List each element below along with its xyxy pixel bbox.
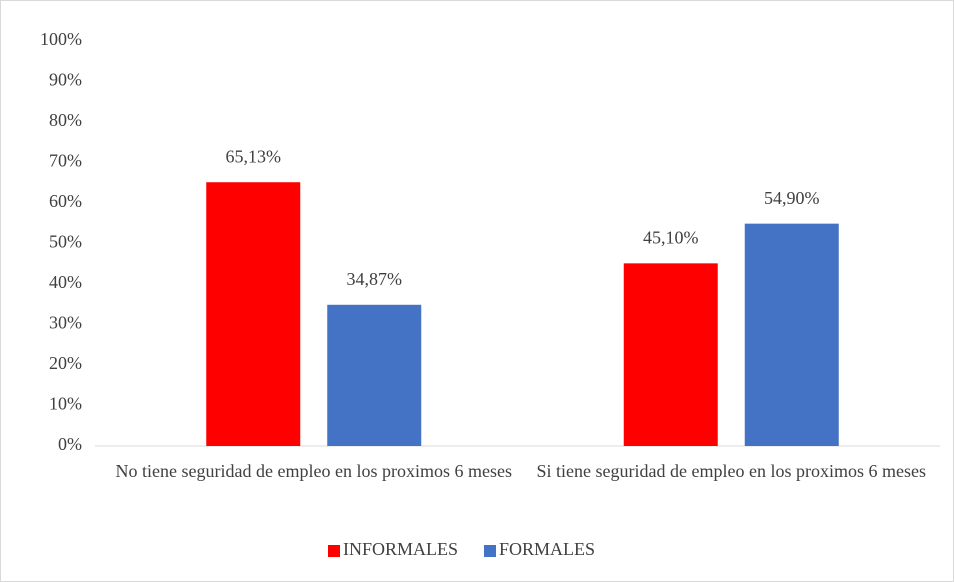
x-tick-label: Si tiene seguridad de empleo en los prox… bbox=[536, 461, 926, 481]
value-label: 45,10% bbox=[643, 227, 699, 247]
x-tick-label-box: Si tiene seguridad de empleo en los prox… bbox=[536, 461, 926, 481]
bar bbox=[623, 263, 718, 446]
y-tick-label: 100% bbox=[40, 29, 82, 49]
bar bbox=[206, 182, 301, 446]
y-tick-label: 60% bbox=[49, 191, 82, 211]
y-tick-label: 70% bbox=[49, 151, 82, 171]
legend-swatch bbox=[328, 545, 340, 557]
bar bbox=[744, 223, 839, 446]
x-tick-label: No tiene seguridad de empleo en los prox… bbox=[115, 461, 512, 481]
bar bbox=[327, 304, 422, 446]
y-tick-label: 20% bbox=[49, 353, 82, 373]
y-tick-label: 50% bbox=[49, 232, 82, 252]
y-tick-label: 80% bbox=[49, 110, 82, 130]
x-tick-label-box: No tiene seguridad de empleo en los prox… bbox=[115, 461, 512, 481]
y-tick-label: 30% bbox=[49, 313, 82, 333]
value-label: 54,90% bbox=[764, 188, 820, 208]
legend-label: INFORMALES bbox=[343, 539, 458, 559]
y-tick-label: 90% bbox=[49, 70, 82, 90]
y-tick-label: 10% bbox=[49, 394, 82, 414]
y-tick-label: 0% bbox=[58, 434, 82, 454]
y-tick-label: 40% bbox=[49, 272, 82, 292]
value-label: 34,87% bbox=[347, 269, 403, 289]
value-label: 65,13% bbox=[226, 146, 282, 166]
legend-label: FORMALES bbox=[499, 539, 595, 559]
legend-swatch bbox=[484, 545, 497, 557]
